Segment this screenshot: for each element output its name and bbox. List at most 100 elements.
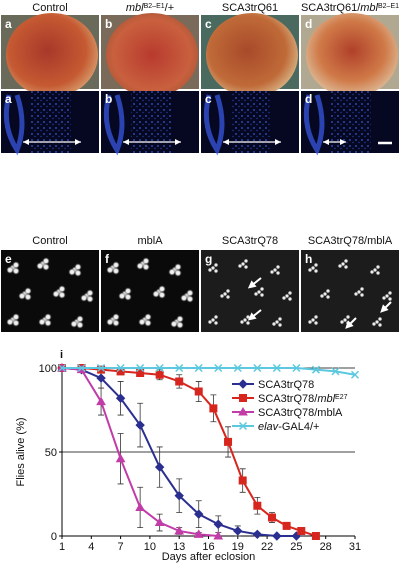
eye-photo [206, 13, 298, 97]
label-part: mbl [126, 2, 144, 14]
ommatidium [353, 291, 359, 297]
label-part: SCA3trQ61/ [301, 2, 361, 14]
data-point [213, 519, 223, 529]
panel-letter: i [60, 349, 63, 361]
label-part: SCA3trQ78/ [258, 393, 318, 405]
ommatidium [313, 314, 319, 320]
ommatidium [142, 257, 150, 265]
ommatidium [68, 268, 76, 276]
ommatidium [86, 295, 94, 303]
legend-marker [238, 421, 248, 431]
ommatidium [144, 313, 152, 321]
legend-label: SCA3trQ78/mblE27 [258, 393, 348, 405]
ommatidium [225, 288, 231, 294]
legend-label: SCA3trQ78 [258, 379, 314, 391]
label-part: SCA3trQ78/mblA [258, 407, 343, 419]
ommatidium [287, 296, 293, 302]
ommatidium [170, 320, 178, 328]
ommatidium [213, 320, 219, 326]
ommatidium [213, 262, 219, 268]
ommatidium [253, 291, 259, 297]
eye-photo [106, 13, 198, 97]
ommatidium [174, 263, 182, 271]
ommatidium [158, 291, 166, 299]
eye-photo [306, 13, 398, 97]
eye-photo [6, 13, 98, 97]
legend-label: SCA3trQ78/mblA [258, 407, 343, 419]
series-line [62, 367, 356, 376]
label-part: elav [258, 421, 280, 433]
x-tick-label: 19 [232, 541, 244, 553]
ommatidium [180, 294, 188, 302]
ommatidium [136, 262, 144, 270]
ommatidium [112, 313, 120, 321]
ommatidium [275, 270, 281, 276]
ommatidium [359, 292, 365, 298]
ommatidium [118, 292, 126, 300]
arrow [247, 309, 262, 321]
arrow-head [123, 139, 181, 145]
ommatidium [243, 264, 249, 270]
arrow-head [23, 139, 81, 145]
x-tick-label: 1 [59, 541, 65, 553]
ommatidium [174, 269, 182, 277]
ommatidium [44, 313, 52, 321]
ommatidium [138, 318, 146, 326]
ommatidium [277, 322, 283, 328]
ommatidium [58, 285, 66, 293]
panel-letter: b [105, 17, 112, 31]
ommatidium [112, 267, 120, 275]
data-point [194, 509, 204, 519]
ommatidium [375, 270, 381, 276]
ommatidium [80, 294, 88, 302]
label-part: /+ [165, 2, 174, 14]
data-point [213, 530, 224, 540]
x-tick-label: 7 [118, 541, 124, 553]
data-point [77, 363, 86, 373]
ommatidium [168, 268, 176, 276]
arrow-head [223, 139, 281, 145]
ommatidium [38, 318, 46, 326]
data-point [175, 377, 184, 386]
ommatidium [158, 285, 166, 293]
data-point [174, 525, 185, 535]
ommatidium [225, 294, 231, 300]
chart: i 0 50 100 1 4 7 10 13 16 19 22 25 28 31 Days after ecl… [15, 349, 361, 563]
ommatidium [6, 318, 14, 326]
data-point [253, 501, 262, 510]
data-point [174, 490, 184, 501]
ommatidium [12, 319, 20, 327]
ommatidium [387, 290, 393, 296]
panel-letter: a [5, 92, 12, 106]
ommatidium [24, 287, 32, 295]
ommatidium [325, 294, 331, 300]
ommatidium [343, 258, 349, 264]
ommatidium [281, 295, 287, 301]
ommatidium [152, 290, 160, 298]
panel-title: SCA3trQ78/mblA [308, 235, 393, 247]
ommatidium [76, 315, 84, 323]
section-cells [131, 91, 171, 153]
ommatidium [6, 266, 14, 274]
data-point [209, 404, 218, 413]
section-cells [331, 91, 371, 153]
panel-letter: h [305, 252, 312, 266]
label-part: SCA3trQ78 [258, 379, 314, 391]
ommatidium [337, 263, 343, 269]
data-point [154, 517, 165, 527]
ommatidium [371, 321, 377, 327]
section-cells [31, 91, 71, 153]
data-point [272, 363, 281, 373]
panel-letter: c [205, 17, 212, 31]
panel-title: SCA3trQ61/mblB2–E1 [301, 2, 399, 14]
data-point [175, 363, 184, 373]
panel-letter: g [205, 252, 212, 266]
legend-label: elav-GAL4/+ [258, 421, 319, 433]
ommatidium [377, 316, 383, 322]
arrow-head [323, 139, 346, 145]
ommatidium [52, 290, 60, 298]
ommatidium [124, 293, 132, 301]
ommatidium [307, 319, 313, 325]
panel-title: mblB2–E1/+ [126, 2, 174, 14]
